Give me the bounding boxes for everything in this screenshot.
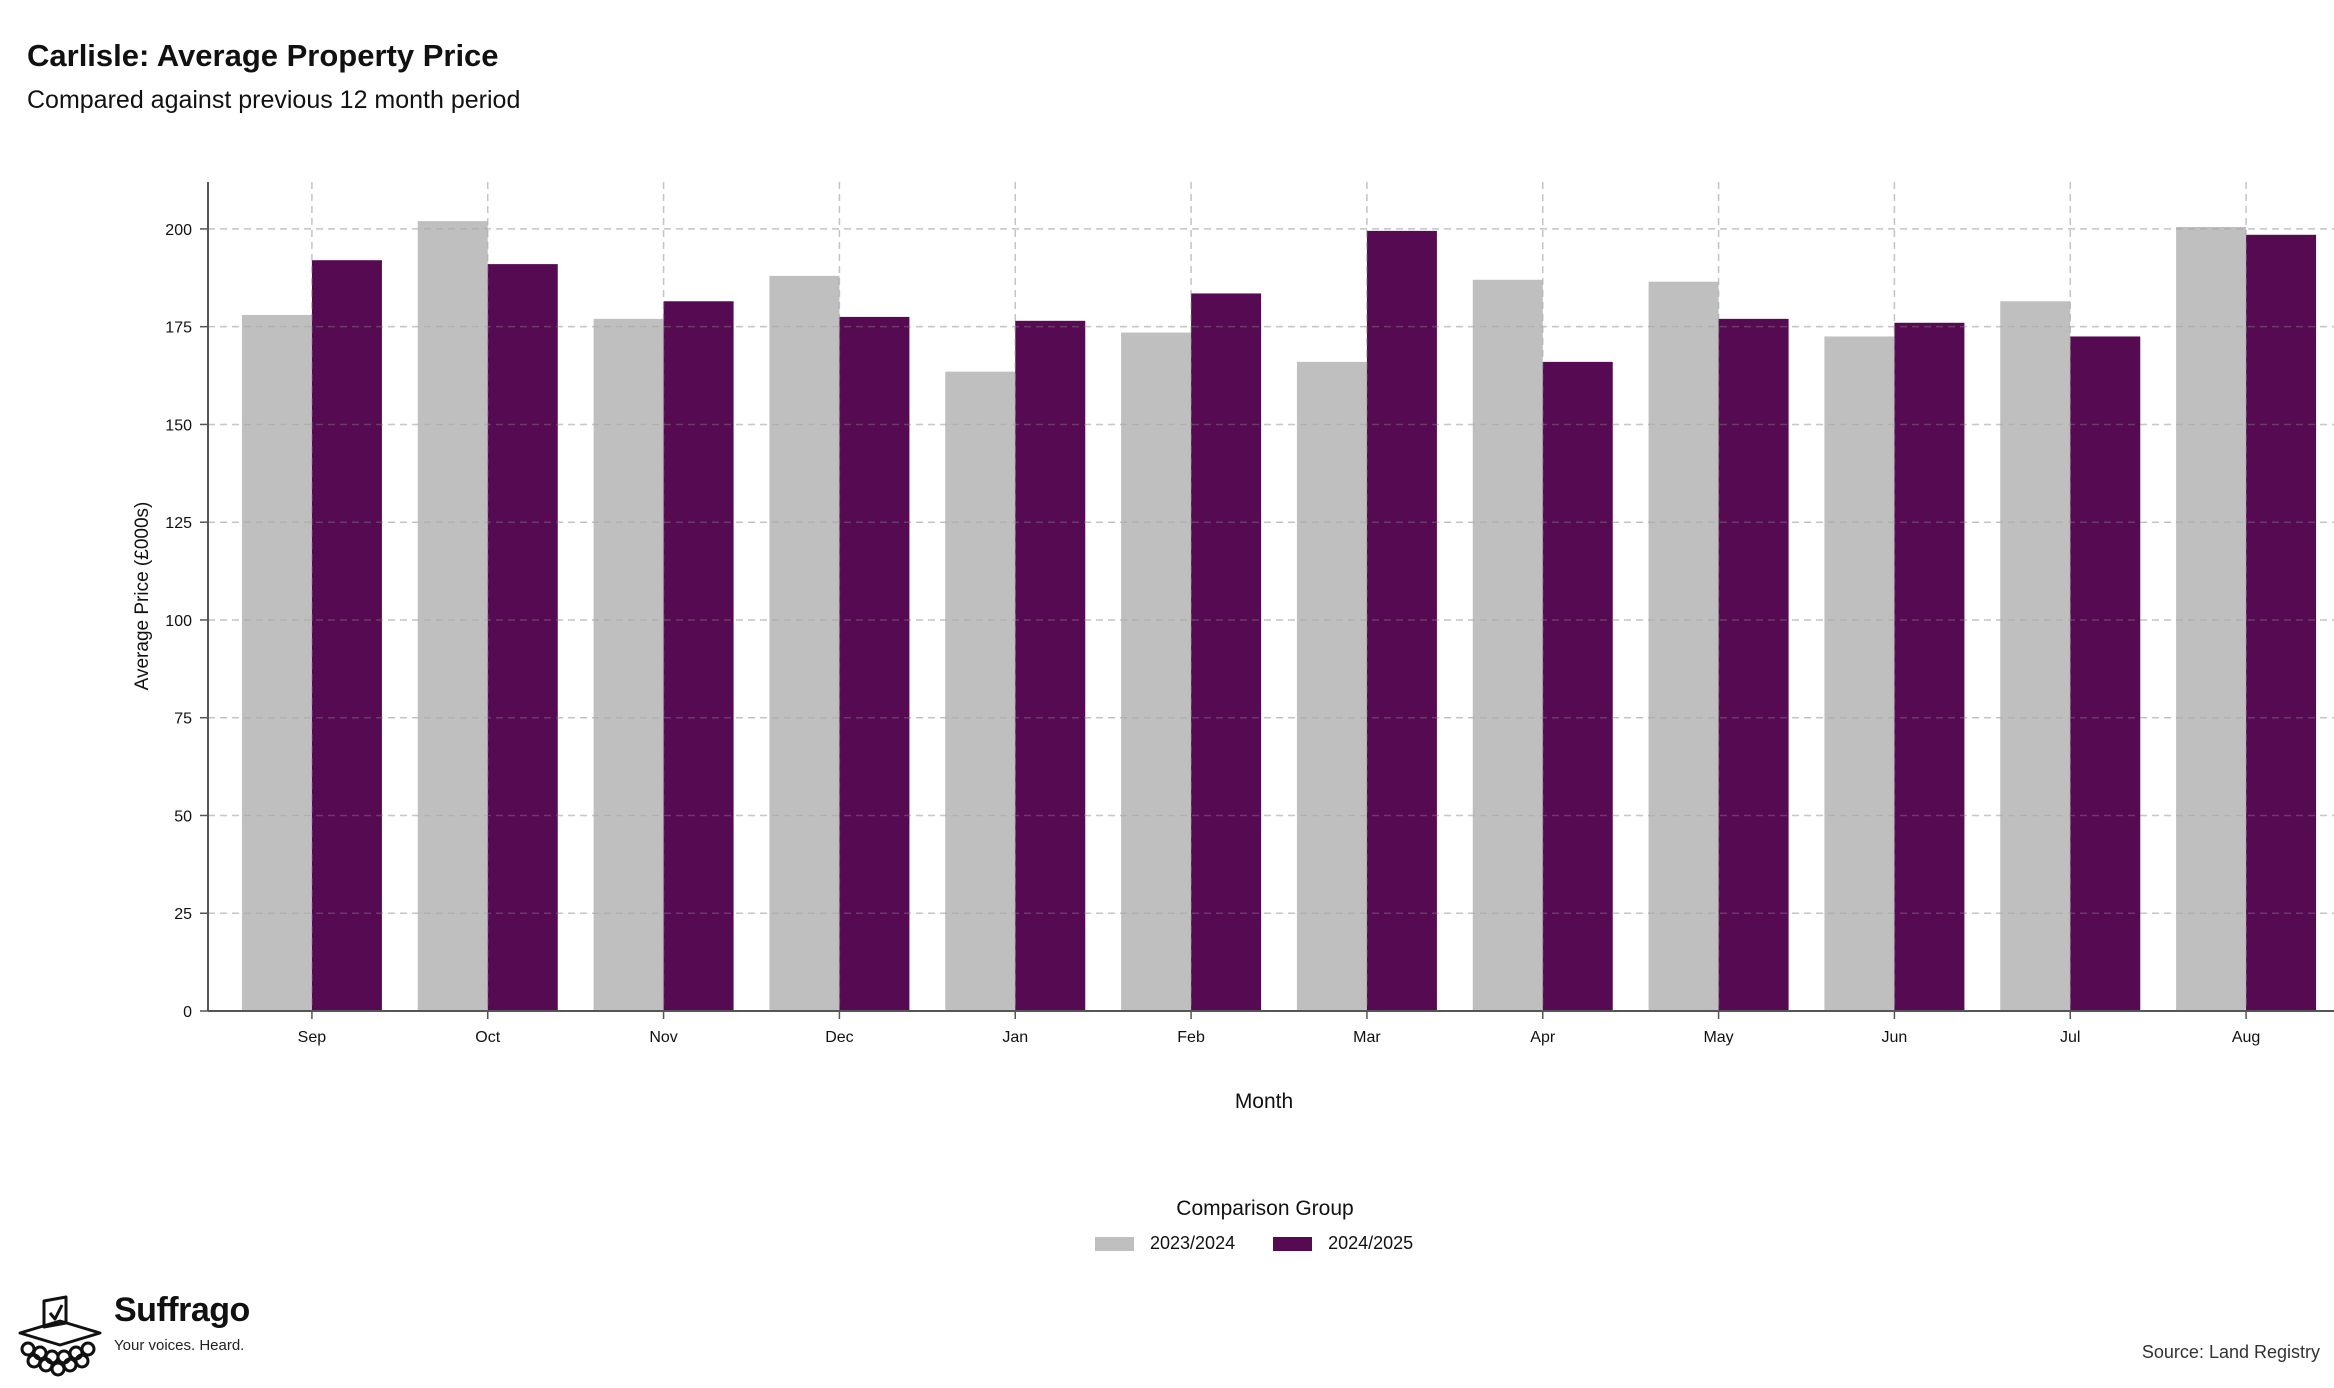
bar-2024-2025-aug — [2246, 234, 2317, 1011]
legend-swatch-2023-2024 — [1095, 1236, 1134, 1251]
bar-2024-2025-may — [1718, 318, 1789, 1011]
legend-title: Comparison Group — [1176, 1197, 1354, 1220]
legend-item-2024-2025: 2024/2025 — [1273, 1233, 1413, 1254]
brand-name: Suffrago — [114, 1291, 250, 1329]
y-tick-label: 0 — [183, 1004, 192, 1021]
y-axis-title: Average Price (£000s) — [132, 502, 153, 691]
x-tick-label: Aug — [2232, 1029, 2260, 1046]
x-tick-label: Nov — [649, 1029, 677, 1046]
bar-2023-2024-mar — [1296, 361, 1367, 1012]
bar-2024-2025-sep — [311, 260, 382, 1012]
bar-2024-2025-feb — [1191, 293, 1262, 1011]
x-tick-label: Mar — [1353, 1029, 1381, 1046]
bar-2023-2024-jan — [945, 371, 1016, 1011]
bar-2023-2024-aug — [2176, 226, 2247, 1011]
x-tick-label: Feb — [1177, 1029, 1205, 1046]
bar-2024-2025-jun — [1894, 322, 1965, 1012]
x-tick-label: Dec — [825, 1029, 853, 1046]
x-tick-label: Apr — [1530, 1029, 1556, 1046]
bar-2023-2024-feb — [1121, 332, 1192, 1011]
bar-2024-2025-nov — [663, 301, 734, 1012]
bar-2023-2024-sep — [241, 314, 312, 1011]
y-tick-label: 150 — [165, 417, 192, 434]
legend-label-2023-2024: 2023/2024 — [1150, 1233, 1236, 1253]
x-tick-label: May — [1703, 1029, 1733, 1046]
legend-label-2024-2025: 2024/2025 — [1328, 1233, 1414, 1253]
y-tick-label: 125 — [165, 515, 192, 532]
axes-layer: 0 25 50 75 100 125 150 175 200 Sep Oct Nov Dec Jan Feb… — [165, 182, 2334, 1046]
bar-2024-2025-oct — [487, 264, 558, 1011]
page-title: Carlisle: Average Property Price — [27, 38, 499, 73]
page-subtitle: Compared against previous 12 month perio… — [27, 86, 521, 114]
x-axis-title: Month — [1235, 1090, 1293, 1113]
x-tick-label: Sep — [298, 1029, 327, 1046]
y-tick-label: 50 — [174, 808, 192, 825]
x-tick-label: Jun — [1882, 1029, 1908, 1046]
bar-2024-2025-apr — [1542, 361, 1613, 1012]
bar-2023-2024-may — [1648, 281, 1719, 1012]
y-tick-label: 75 — [174, 711, 192, 728]
x-tick-label: Jan — [1002, 1029, 1028, 1046]
bars-layer — [241, 221, 2317, 1012]
x-tick-label: Oct — [475, 1029, 500, 1046]
y-tick-label: 100 — [165, 613, 192, 630]
source-note: Source: Land Registry — [2141, 1342, 2320, 1362]
x-tick-label: Jul — [2060, 1029, 2080, 1046]
bar-2023-2024-nov — [593, 318, 664, 1011]
legend: 2023/2024 2024/2025 — [1095, 1233, 1451, 1254]
bar-2023-2024-apr — [1472, 279, 1543, 1012]
legend-item-2023-2024: 2023/2024 — [1095, 1233, 1235, 1254]
bar-2023-2024-dec — [769, 275, 840, 1011]
y-tick-label: 200 — [165, 222, 192, 239]
ballot-box-icon — [18, 1295, 102, 1377]
bar-2024-2025-dec — [839, 316, 910, 1011]
bar-2024-2025-jul — [2070, 336, 2141, 1011]
bar-2024-2025-jan — [1015, 320, 1086, 1012]
brand-logo: Suffrago Your voices. Heard. — [14, 1293, 250, 1377]
brand-tagline: Your voices. Heard. — [114, 1337, 245, 1354]
bar-2023-2024-oct — [417, 221, 488, 1012]
bar-2023-2024-jun — [1824, 336, 1895, 1011]
y-tick-label: 25 — [174, 906, 192, 923]
y-tick-label: 175 — [165, 320, 192, 337]
bar-2023-2024-jul — [2000, 301, 2071, 1012]
bar-2024-2025-mar — [1366, 230, 1437, 1012]
legend-swatch-2024-2025 — [1273, 1236, 1313, 1251]
